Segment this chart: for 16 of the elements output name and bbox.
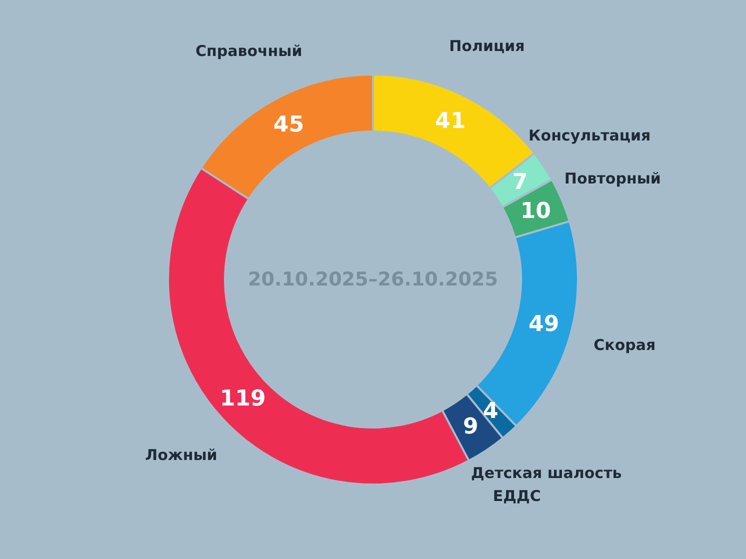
slice-label: Полиция (449, 36, 525, 55)
slice-label: Повторный (564, 170, 661, 188)
slice-label: Скорая (594, 336, 656, 354)
data-label: 4 (483, 399, 498, 424)
data-label: 7 (512, 170, 528, 195)
slice-label: Справочный (195, 42, 302, 60)
data-label: 41 (435, 108, 466, 134)
slice-label: ЕДДС (492, 487, 541, 506)
data-label: 10 (520, 199, 551, 224)
data-label: 9 (462, 414, 478, 440)
data-label: 119 (220, 386, 266, 412)
data-label: 49 (528, 312, 560, 337)
slice-label: Детская шалость (471, 464, 622, 482)
slice-label: Ложный (145, 446, 218, 464)
slice-label: Консультация (528, 126, 651, 145)
data-label: 45 (273, 112, 304, 138)
